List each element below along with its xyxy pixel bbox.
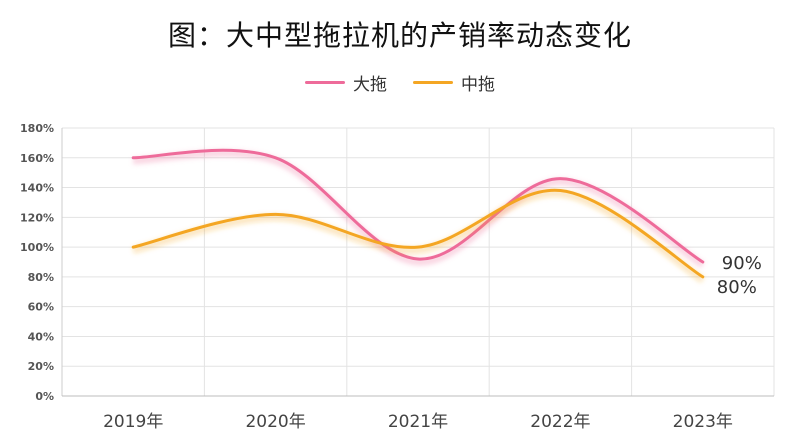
series-line-1 xyxy=(131,188,705,279)
axes: 0% 20% 40% 60% 80% 100% 120% 140% 160% 180% 2019年 2… xyxy=(20,122,774,432)
x-tick-label-4: 2023年 xyxy=(673,412,733,432)
y-tick-label-2: 40% xyxy=(28,330,54,343)
y-tick-label-7: 140% xyxy=(20,182,54,195)
series-shadow-0 xyxy=(133,149,705,269)
x-tick-label-1: 2020年 xyxy=(245,412,305,432)
y-tick-label-8: 160% xyxy=(20,152,54,165)
y-tick-label-4: 80% xyxy=(28,271,54,284)
y-tick-label-1: 20% xyxy=(28,360,54,373)
y-tick-label-0: 0% xyxy=(35,390,54,403)
legend-label-da-tuo: 大拖 xyxy=(353,75,387,95)
legend: 大拖 中拖 xyxy=(0,70,800,95)
x-tick-label-0: 2019年 xyxy=(103,412,163,432)
labels-layer: 90%80% xyxy=(717,253,762,298)
end-label-zhong-tuo: 80% xyxy=(717,277,757,298)
legend-item-zhong-tuo[interactable]: 中拖 xyxy=(413,70,495,95)
legend-label-zhong-tuo: 中拖 xyxy=(461,75,495,95)
grid xyxy=(61,127,775,396)
y-tick-label-5: 100% xyxy=(20,241,54,254)
series-shadow-1 xyxy=(132,189,705,283)
series-layer xyxy=(131,148,705,283)
y-tick-label-9: 180% xyxy=(20,122,54,135)
x-tick-label-3: 2022年 xyxy=(530,412,590,432)
legend-swatch-da-tuo xyxy=(305,81,345,84)
chart-title: 图：大中型拖拉机的产销率动态变化 xyxy=(167,19,632,52)
legend-item-da-tuo[interactable]: 大拖 xyxy=(305,70,387,95)
x-tick-label-2: 2021年 xyxy=(388,412,448,432)
y-tick-label-6: 120% xyxy=(20,211,54,224)
legend-swatch-zhong-tuo xyxy=(413,81,453,84)
y-tick-label-3: 60% xyxy=(28,301,54,314)
end-label-da-tuo: 90% xyxy=(722,253,762,274)
